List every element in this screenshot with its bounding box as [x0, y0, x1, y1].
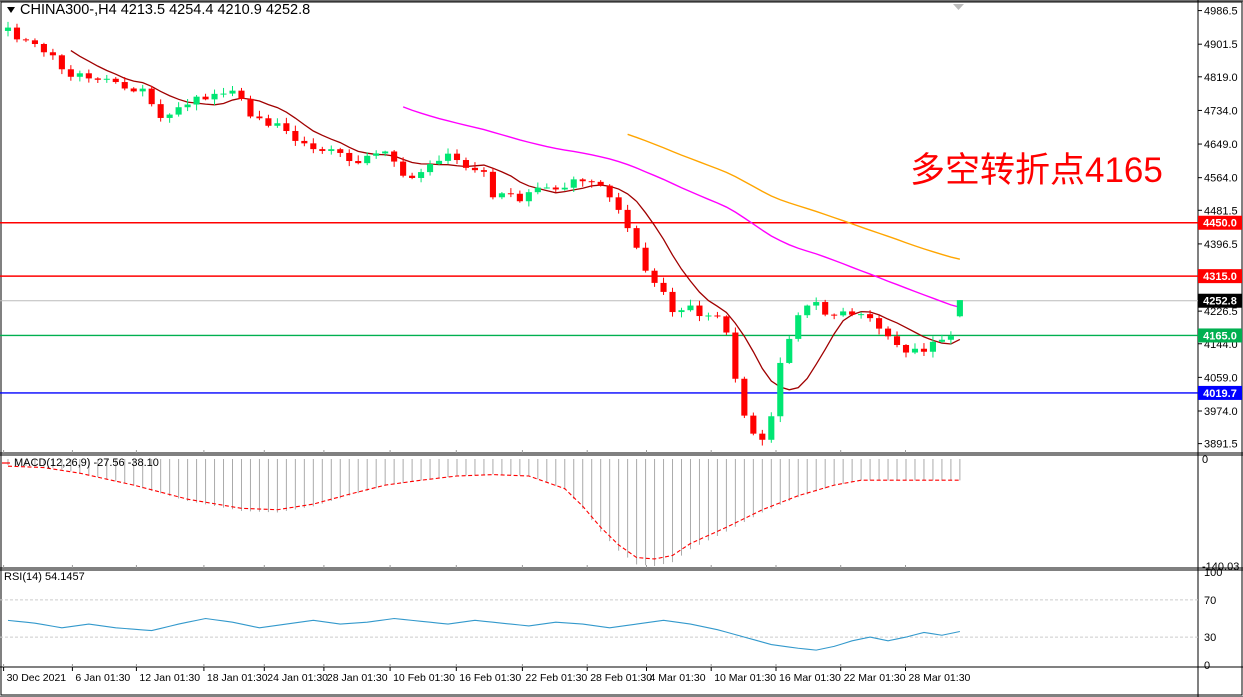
svg-text:6 Jan 01:30: 6 Jan 01:30: [75, 672, 130, 684]
svg-text:4165.0: 4165.0: [1203, 330, 1237, 342]
svg-text:10 Feb 01:30: 10 Feb 01:30: [393, 672, 455, 684]
svg-text:24 Jan 01:30: 24 Jan 01:30: [267, 672, 328, 684]
svg-text:22 Feb 01:30: 22 Feb 01:30: [525, 672, 587, 684]
svg-text:MACD(12,26,9) -27.56 -38.10: MACD(12,26,9) -27.56 -38.10: [14, 457, 159, 469]
svg-text:0: 0: [1204, 660, 1210, 672]
svg-text:4226.5: 4226.5: [1204, 306, 1238, 318]
svg-text:4315.0: 4315.0: [1203, 271, 1237, 283]
svg-text:3974.0: 3974.0: [1204, 406, 1238, 418]
svg-text:18 Jan 01:30: 18 Jan 01:30: [207, 672, 268, 684]
svg-text:4252.8: 4252.8: [1203, 296, 1237, 308]
svg-text:28 Mar 01:30: 28 Mar 01:30: [909, 672, 971, 684]
svg-text:4019.7: 4019.7: [1203, 388, 1237, 400]
svg-text:4986.5: 4986.5: [1204, 6, 1238, 18]
svg-text:22 Mar 01:30: 22 Mar 01:30: [844, 672, 906, 684]
svg-text:4564.0: 4564.0: [1204, 173, 1238, 185]
svg-text:10 Mar 01:30: 10 Mar 01:30: [714, 672, 776, 684]
svg-text:RSI(14) 54.1457: RSI(14) 54.1457: [4, 571, 85, 583]
svg-text:4649.0: 4649.0: [1204, 139, 1238, 151]
svg-text:4901.5: 4901.5: [1204, 39, 1238, 51]
svg-text:30: 30: [1204, 632, 1216, 644]
svg-text:4059.0: 4059.0: [1204, 372, 1238, 384]
svg-text:多空转折点4165: 多空转折点4165: [910, 151, 1163, 190]
svg-text:0: 0: [1202, 454, 1208, 466]
svg-text:28 Feb 01:30: 28 Feb 01:30: [590, 672, 652, 684]
svg-text:100: 100: [1204, 567, 1222, 579]
svg-text:4450.0: 4450.0: [1203, 218, 1237, 230]
svg-text:CHINA300-,H4 4213.5 4254.4 4: CHINA300-,H4 4213.5 4254.4 4210.9 4252.8: [20, 2, 310, 18]
svg-text:4819.0: 4819.0: [1204, 72, 1238, 84]
svg-text:4481.5: 4481.5: [1204, 205, 1238, 217]
svg-text:30 Dec 2021: 30 Dec 2021: [7, 672, 67, 684]
svg-text:28 Jan 01:30: 28 Jan 01:30: [327, 672, 388, 684]
svg-text:4734.0: 4734.0: [1204, 105, 1238, 117]
svg-text:4 Mar 01:30: 4 Mar 01:30: [650, 672, 706, 684]
svg-text:12 Jan 01:30: 12 Jan 01:30: [139, 672, 200, 684]
svg-text:16 Mar 01:30: 16 Mar 01:30: [779, 672, 841, 684]
svg-text:3891.5: 3891.5: [1204, 439, 1238, 451]
svg-text:4396.5: 4396.5: [1204, 239, 1238, 251]
svg-text:16 Feb 01:30: 16 Feb 01:30: [459, 672, 521, 684]
svg-text:70: 70: [1204, 595, 1216, 607]
